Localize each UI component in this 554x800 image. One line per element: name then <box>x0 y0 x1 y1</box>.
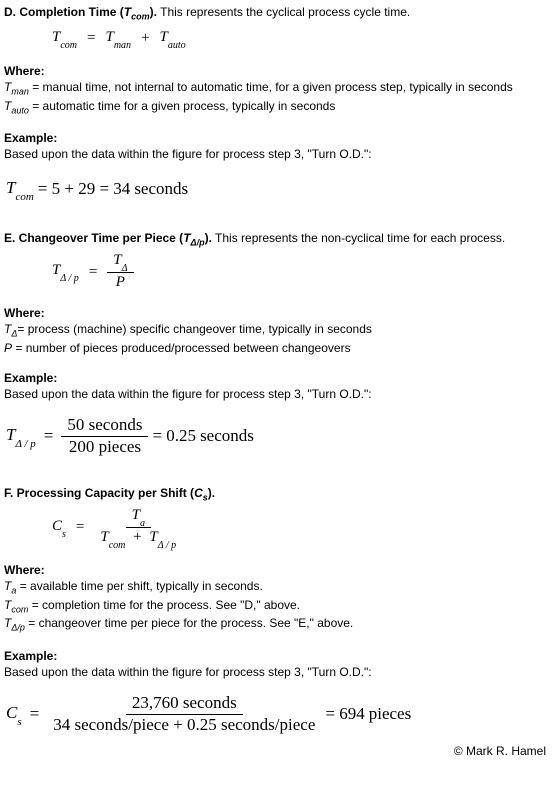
fraction: TΔ P <box>107 252 133 291</box>
w2-sub: auto <box>11 105 29 115</box>
heading-var: T <box>183 231 190 245</box>
lhs-sub: com <box>60 40 77 51</box>
c-unit: seconds <box>200 425 254 448</box>
fraction: Ta Tcom + TΔ / p <box>94 507 182 548</box>
c-rhs: = 694 <box>325 703 364 726</box>
eq: = <box>83 28 99 48</box>
example-label: Example: <box>4 370 546 386</box>
section-e-heading: E. Changeover Time per Piece (TΔ/p). Thi… <box>4 230 546 249</box>
copyright: © Mark R. Hamel <box>4 743 546 759</box>
c-den: 34 seconds/piece + 0.25 seconds/piece <box>47 715 321 735</box>
w3-txt: = changeover time per piece for the proc… <box>25 616 353 630</box>
num-sub: a <box>140 518 145 529</box>
where-line-1: Ta = available time per shift, typically… <box>4 578 546 597</box>
num-sub: Δ <box>122 263 128 274</box>
section-letter: F. <box>4 486 17 500</box>
where-line-1: Tman = manual time, not internal to auto… <box>4 79 546 98</box>
w2-txt: = completion time for the process. See "… <box>28 598 300 612</box>
heading-sub: Δ/p <box>191 237 205 247</box>
w1-txt: = manual time, not internal to automatic… <box>29 80 513 94</box>
rhs2-sub: auto <box>168 40 186 51</box>
calc-e: TΔ / p = 50 seconds 200 pieces = 0.25 se… <box>6 416 546 456</box>
where-label: Where: <box>4 63 546 79</box>
example-text: Based upon the data within the figure fo… <box>4 664 546 680</box>
heading-close: ). <box>208 486 215 500</box>
heading-rest: This represents the cyclical process cyc… <box>157 5 410 19</box>
c-lhs-sub: Δ / p <box>15 438 35 450</box>
section-title: Processing Capacity per Shift ( <box>17 486 194 500</box>
section-letter: E. <box>4 231 19 245</box>
where-line-2: Tauto = automatic time for a given proce… <box>4 98 546 117</box>
formula-f: Cs = Ta Tcom + TΔ / p <box>52 507 546 548</box>
heading-close: ). <box>150 5 157 19</box>
c-den: 200 pieces <box>63 437 147 457</box>
num-var: T <box>132 507 140 523</box>
lhs-var: C <box>52 518 62 534</box>
w1-txt: = available time per shift, typically in… <box>16 579 262 593</box>
c-rhs: = 0.25 <box>152 425 196 448</box>
lhs-sub: Δ / p <box>60 273 78 284</box>
example-text: Based upon the data within the figure fo… <box>4 386 546 402</box>
plus: + <box>129 529 145 545</box>
w2-txt: = number of pieces produced/processed be… <box>12 341 351 355</box>
section-f-heading: F. Processing Capacity per Shift (Cs). <box>4 485 546 504</box>
formula-e: T Δ / p = TΔ P <box>52 252 546 291</box>
section-letter: D. <box>4 5 19 19</box>
d2-sub: Δ / p <box>158 540 176 551</box>
c-num: 23,760 seconds <box>126 694 243 715</box>
where-label: Where: <box>4 562 546 578</box>
c-lhs-sub: s <box>17 716 21 728</box>
heading-close: ). <box>205 231 212 245</box>
heading-sub: com <box>131 11 150 21</box>
c-lhs-sub: com <box>15 191 33 203</box>
w2-var: P <box>4 341 12 355</box>
example-label: Example: <box>4 130 546 146</box>
c-unit: pieces <box>369 703 411 726</box>
where-label: Where: <box>4 305 546 321</box>
example-text: Based upon the data within the figure fo… <box>4 146 546 162</box>
num-var: T <box>113 252 121 268</box>
formula-d: Tcom = Tman + Tauto <box>52 27 546 50</box>
w1-txt: = process (machine) specific changeover … <box>17 322 372 336</box>
calc-f: Cs = 23,760 seconds 34 seconds/piece + 0… <box>6 694 546 734</box>
c-mid: = 5 + 29 = 34 <box>38 178 131 201</box>
w1-sub: man <box>11 87 29 97</box>
c-lhs-var: C <box>6 703 17 722</box>
w2-sub: com <box>11 604 28 614</box>
lhs-sub: s <box>62 529 66 540</box>
where-line-2: P = number of pieces produced/processed … <box>4 340 546 356</box>
plus: + <box>137 28 153 48</box>
calc-fraction: 50 seconds 200 pieces <box>61 416 148 456</box>
d1-sub: com <box>109 540 126 551</box>
heading-rest: This represents the non-cyclical time fo… <box>212 231 505 245</box>
example-label: Example: <box>4 648 546 664</box>
where-line-3: TΔ/p = changeover time per piece for the… <box>4 615 546 634</box>
d2-var: T <box>149 529 157 545</box>
calc-fraction: 23,760 seconds 34 seconds/piece + 0.25 s… <box>47 694 321 734</box>
rhs1-sub: man <box>114 40 131 51</box>
c-num: 50 seconds <box>61 416 148 437</box>
where-line-1: TΔ= process (machine) specific changeove… <box>4 321 546 340</box>
rhs2-var: T <box>160 29 168 45</box>
w2-txt: = automatic time for a given process, ty… <box>29 99 335 113</box>
d1-var: T <box>100 529 108 545</box>
w3-sub: Δ/p <box>11 623 25 633</box>
section-title: Completion Time ( <box>19 5 123 19</box>
calc-d: Tcom = 5 + 29 = 34 seconds <box>6 177 546 202</box>
heading-var: C <box>194 486 203 500</box>
eq: = <box>72 517 88 537</box>
den-var: P <box>110 273 131 291</box>
rhs1-var: T <box>105 29 113 45</box>
c-unit: seconds <box>134 178 188 201</box>
section-d-heading: D. Completion Time (Tcom). This represen… <box>4 4 546 23</box>
where-line-2: Tcom = completion time for the process. … <box>4 597 546 616</box>
section-title: Changeover Time per Piece ( <box>19 231 184 245</box>
eq: = <box>85 262 101 282</box>
